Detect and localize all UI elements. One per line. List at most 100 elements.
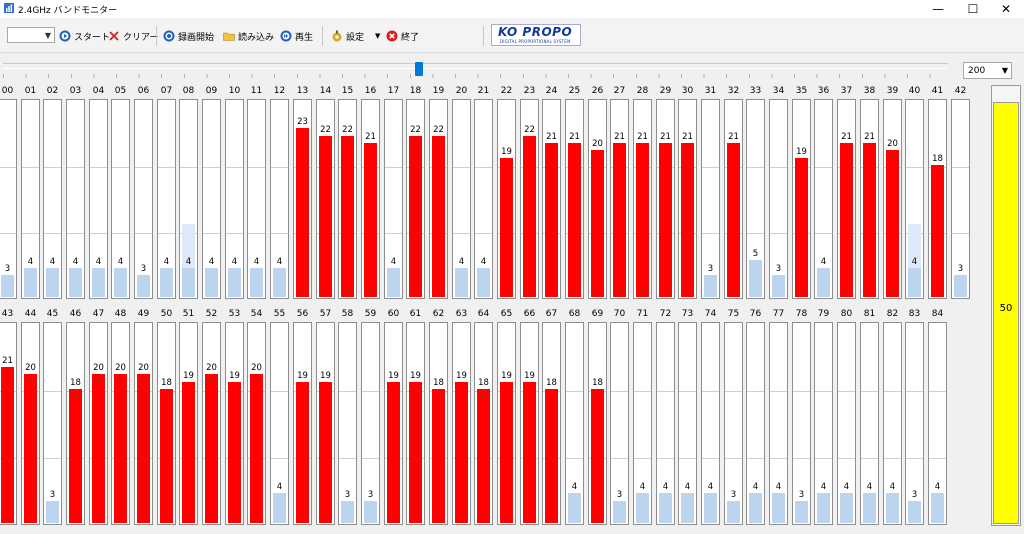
settings-dropdown-icon[interactable]: ▼ bbox=[375, 32, 381, 40]
channel-label: 31 bbox=[704, 86, 717, 96]
clear-button[interactable]: クリアー bbox=[108, 28, 158, 44]
channel-label: 70 bbox=[613, 309, 626, 319]
channel-label: 11 bbox=[250, 86, 263, 96]
signal-bar bbox=[704, 275, 717, 297]
channel-label: 39 bbox=[886, 86, 899, 96]
signal-bar bbox=[250, 268, 263, 297]
signal-value: 4 bbox=[639, 482, 646, 492]
signal-value: 4 bbox=[27, 257, 34, 267]
channel-meter: 4 bbox=[247, 99, 266, 299]
channel-label: 50 bbox=[160, 309, 173, 319]
channel-meter: 18 bbox=[66, 322, 85, 525]
channel-meter: 21 bbox=[565, 99, 584, 299]
channel-19: 19 22 bbox=[429, 84, 448, 299]
meter-gridline bbox=[362, 458, 379, 459]
meter-gridline bbox=[815, 458, 832, 459]
channel-71: 71 4 bbox=[633, 307, 652, 525]
channel-02: 02 4 bbox=[43, 84, 62, 299]
channel-label: 52 bbox=[205, 309, 218, 319]
minimize-button[interactable]: — bbox=[932, 2, 944, 16]
slider-thumb[interactable] bbox=[414, 62, 423, 76]
meter-gridline bbox=[339, 391, 356, 392]
channel-04: 04 4 bbox=[89, 84, 108, 299]
channel-72: 72 4 bbox=[656, 307, 675, 525]
signal-bar bbox=[659, 143, 672, 297]
signal-value: 4 bbox=[117, 257, 124, 267]
channel-label: 32 bbox=[727, 86, 740, 96]
signal-value: 4 bbox=[684, 482, 691, 492]
channel-label: 24 bbox=[545, 86, 558, 96]
signal-bar bbox=[1, 275, 14, 297]
signal-value: 21 bbox=[614, 132, 625, 142]
signal-value: 19 bbox=[501, 371, 512, 381]
exit-button[interactable]: 終了 bbox=[386, 28, 419, 44]
channel-row-2: 43 21 44 20 45 3 46 18 47 20 48 20 49 20 50 18 51 19 52 20 5… bbox=[0, 307, 975, 526]
channel-label: 05 bbox=[114, 86, 127, 96]
channel-meter: 20 bbox=[89, 322, 108, 525]
meter-gridline bbox=[112, 167, 129, 168]
signal-bar bbox=[681, 143, 694, 297]
signal-value: 3 bbox=[367, 490, 374, 500]
channel-32: 32 21 bbox=[724, 84, 743, 299]
signal-bar bbox=[523, 382, 536, 523]
channel-combo[interactable]: ▼ bbox=[7, 27, 55, 43]
channel-meter: 4 bbox=[157, 99, 176, 299]
channel-44: 44 20 bbox=[21, 307, 40, 525]
maximize-button[interactable]: ☐ bbox=[967, 2, 979, 16]
meter-gridline bbox=[226, 233, 243, 234]
channel-meter: 20 bbox=[134, 322, 153, 525]
signal-bar bbox=[341, 136, 354, 297]
signal-bar bbox=[387, 268, 400, 297]
channel-meter: 4 bbox=[883, 322, 902, 525]
signal-bar bbox=[455, 382, 468, 523]
channel-meter: 21 bbox=[678, 99, 697, 299]
meter-gridline bbox=[702, 167, 719, 168]
meter-gridline bbox=[339, 458, 356, 459]
channel-43: 43 21 bbox=[0, 307, 17, 525]
signal-bar bbox=[817, 268, 830, 297]
channel-38: 38 21 bbox=[860, 84, 879, 299]
channel-label: 74 bbox=[704, 309, 717, 319]
settings-button[interactable]: 設定 bbox=[331, 28, 364, 44]
channel-70: 70 3 bbox=[610, 307, 629, 525]
time-slider[interactable] bbox=[3, 54, 948, 80]
signal-bar bbox=[160, 268, 173, 297]
play-button[interactable]: 再生 bbox=[280, 28, 313, 44]
signal-value: 4 bbox=[185, 257, 192, 267]
close-window-button[interactable]: ✕ bbox=[1000, 2, 1012, 16]
record-button[interactable]: 録画開始 bbox=[163, 28, 214, 44]
channel-meter: 4 bbox=[179, 99, 198, 299]
signal-bar bbox=[727, 143, 740, 297]
channel-66: 66 19 bbox=[520, 307, 539, 525]
channel-09: 09 4 bbox=[202, 84, 221, 299]
signal-bar bbox=[228, 382, 241, 523]
meter-gridline bbox=[203, 167, 220, 168]
channel-meter: 20 bbox=[588, 99, 607, 299]
signal-bar bbox=[568, 143, 581, 297]
signal-value: 20 bbox=[592, 139, 603, 149]
scale-select[interactable]: 200 ▼ bbox=[963, 62, 1012, 79]
channel-meter: 21 bbox=[724, 99, 743, 299]
level-meter: 50 bbox=[991, 85, 1021, 526]
meter-gridline bbox=[0, 233, 16, 234]
channel-meter: 4 bbox=[814, 322, 833, 525]
signal-bar bbox=[749, 493, 762, 523]
toolbar-separator bbox=[322, 26, 323, 46]
meter-gridline bbox=[634, 458, 651, 459]
meter-gridline bbox=[679, 391, 696, 392]
channel-label: 40 bbox=[908, 86, 921, 96]
meter-gridline bbox=[0, 167, 16, 168]
signal-bar bbox=[613, 501, 626, 523]
signal-bar bbox=[954, 275, 967, 297]
scale-select-value: 200 bbox=[968, 66, 986, 76]
signal-value: 21 bbox=[864, 132, 875, 142]
signal-bar bbox=[137, 374, 150, 523]
start-button[interactable]: スタート bbox=[59, 28, 110, 44]
channel-label: 23 bbox=[523, 86, 536, 96]
channel-meter: 19 bbox=[452, 322, 471, 525]
load-button[interactable]: 読み込み bbox=[223, 28, 274, 44]
meter-gridline bbox=[44, 233, 61, 234]
channel-meter: 18 bbox=[588, 322, 607, 525]
signal-bar bbox=[273, 493, 286, 523]
signal-value: 18 bbox=[433, 378, 444, 388]
